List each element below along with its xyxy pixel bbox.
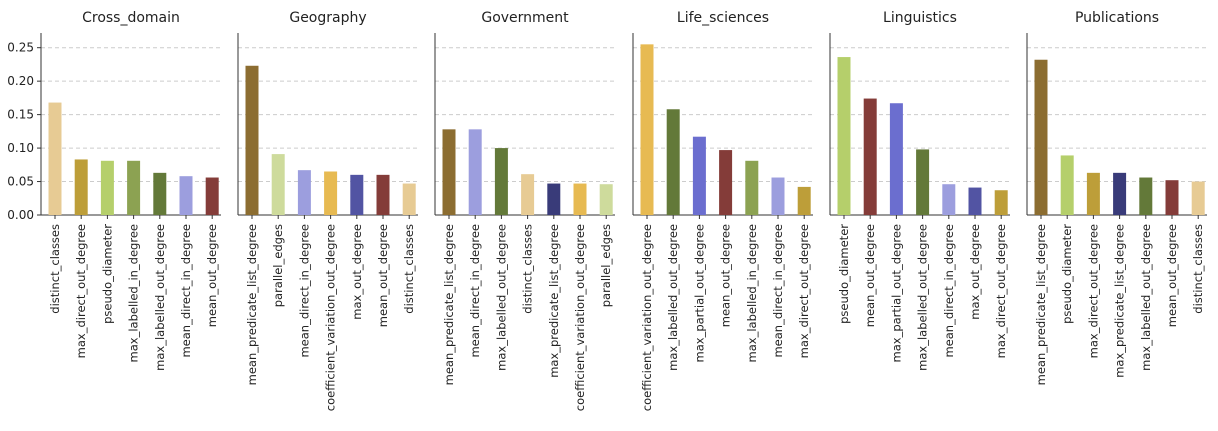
bar [521,174,535,215]
bar [547,183,561,215]
x-tick-label: max_partial_out_degree [889,224,903,362]
x-tick-label: max_out_degree [350,224,364,320]
x-tick-label: max_labelled_out_degree [153,224,167,371]
y-tick-label: 0.10 [7,141,34,155]
bar [376,174,390,215]
x-tick-label: pseudo_diameter [100,224,114,324]
x-tick-label: mean_predicate_list_degree [245,224,259,385]
panel-title: Government [481,10,569,26]
bar [350,174,364,215]
bar [297,170,311,215]
bar [916,149,930,215]
x-tick-label: mean_out_degree [1165,224,1179,327]
bar [719,150,733,215]
x-tick-label: mean_out_degree [863,224,877,327]
bar [837,57,851,215]
x-tick-label: parallel_edges [599,224,613,307]
x-tick-label: max_labelled_out_degree [666,224,680,371]
bar [942,184,956,215]
x-tick-label: max_labelled_out_degree [1139,224,1153,371]
bar [74,159,88,215]
x-tick-label: mean_direct_in_degree [942,224,956,358]
x-tick-label: max_labelled_in_degree [127,224,141,362]
panel-title: Geography [289,10,366,26]
x-tick-label: mean_direct_in_degree [468,224,482,358]
bar [994,190,1008,215]
bar [573,183,587,215]
y-tick-label: 0.20 [7,74,34,88]
x-tick-label: mean_direct_in_degree [771,224,785,358]
bar [100,160,114,215]
bar [442,129,456,215]
panel-title: Cross_domain [82,10,180,26]
x-tick-label: distinct_classes [521,224,535,314]
x-tick-label: max_labelled_in_degree [745,224,759,362]
x-tick-label: max_labelled_out_degree [494,224,508,371]
bar [1139,177,1153,215]
x-tick-label: mean_out_degree [719,224,733,327]
bar [666,109,680,215]
x-tick-label: mean_out_degree [205,224,219,327]
x-tick-label: mean_predicate_list_degree [1034,224,1048,385]
x-tick-label: mean_direct_in_degree [297,224,311,358]
bar [48,102,62,215]
panel-title: Linguistics [883,10,957,26]
bar [1086,172,1100,215]
bar [771,177,785,215]
x-tick-label: coefficient_variation_out_degree [640,224,654,411]
bar [692,136,706,215]
x-tick-label: max_out_degree [968,224,982,320]
x-tick-label: max_direct_out_degree [994,224,1008,358]
y-tick-label: 0.25 [7,41,34,55]
bar [1191,181,1205,215]
x-tick-label: max_predicate_list_degree [1113,224,1127,378]
y-tick-label: 0.05 [7,175,34,189]
bar [968,187,982,215]
bar [179,176,193,215]
bar [1034,59,1048,215]
bar [127,160,141,215]
bar [205,177,219,215]
bar [494,148,508,215]
bar [271,154,285,215]
x-tick-label: distinct_classes [48,224,62,314]
x-tick-label: pseudo_diameter [1060,224,1074,324]
y-tick-label: 0.15 [7,108,34,122]
y-tick-label: 0.00 [7,208,34,222]
panel-title: Publications [1075,10,1159,26]
bar [745,160,759,215]
bar [402,183,416,215]
x-tick-label: coefficient_variation_out_degree [324,224,338,411]
x-tick-label: pseudo_diameter [837,224,851,324]
x-tick-label: max_partial_out_degree [692,224,706,362]
bar [1060,155,1074,215]
x-tick-label: parallel_edges [271,224,285,307]
x-tick-label: max_predicate_list_degree [547,224,561,378]
x-tick-label: mean_predicate_list_degree [442,224,456,385]
bar [640,44,654,215]
bar [863,98,877,215]
bar [797,186,811,215]
x-tick-label: coefficient_variation_out_degree [573,224,587,411]
x-tick-label: mean_direct_in_degree [179,224,193,358]
bar [889,103,903,215]
panel-title: Life_sciences [677,10,769,26]
bar [324,171,338,215]
x-tick-label: mean_out_degree [376,224,390,327]
bar [468,129,482,215]
bar [599,184,613,215]
x-tick-label: max_direct_out_degree [797,224,811,358]
x-tick-label: max_labelled_out_degree [916,224,930,371]
x-tick-label: max_direct_out_degree [74,224,88,358]
bar [1113,172,1127,215]
bar [153,172,167,215]
bar [1165,180,1179,215]
x-tick-label: distinct_classes [1191,224,1205,314]
x-tick-label: max_direct_out_degree [1086,224,1100,358]
x-tick-label: distinct_classes [402,224,416,314]
bar [245,65,259,215]
